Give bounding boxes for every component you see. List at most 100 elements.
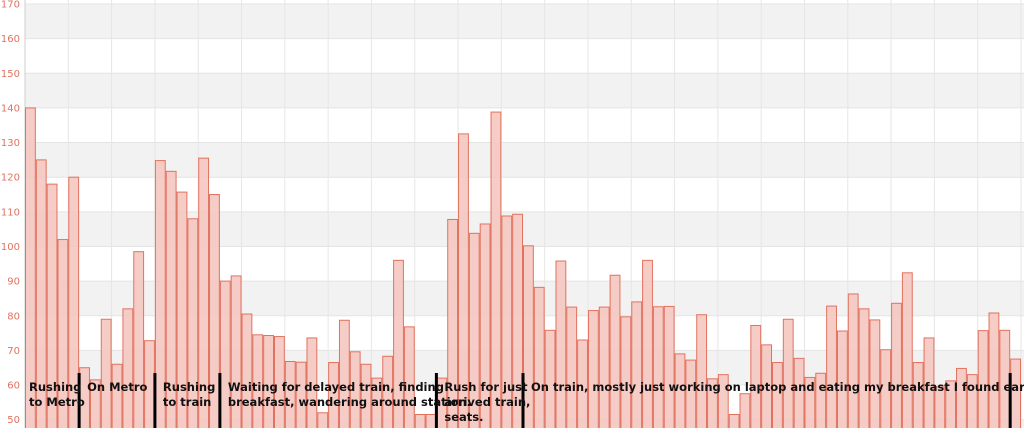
segment-marker xyxy=(434,373,438,428)
bar xyxy=(403,326,415,428)
bar xyxy=(100,318,112,428)
segment-annotation: to train xyxy=(163,395,211,409)
bar xyxy=(25,107,36,428)
bar xyxy=(966,374,978,428)
segment-annotation: On train, mostly just working on laptop … xyxy=(531,380,1024,394)
bar xyxy=(165,170,177,428)
segment-marker xyxy=(1008,373,1012,428)
bar xyxy=(198,157,210,428)
y-tick-label: 160 xyxy=(1,34,20,45)
segment-annotation: breakfast, wandering around station. xyxy=(228,395,471,409)
bar xyxy=(945,380,957,428)
segment-marker xyxy=(218,373,222,428)
bar xyxy=(349,351,361,428)
bar xyxy=(750,324,762,428)
bar xyxy=(631,301,643,428)
bar xyxy=(360,363,372,428)
bar xyxy=(263,335,275,428)
y-tick-label: 170 xyxy=(1,0,20,11)
bar xyxy=(382,355,394,428)
bar xyxy=(187,218,199,428)
bars xyxy=(25,107,1021,428)
bar xyxy=(393,259,404,428)
bar xyxy=(447,218,459,428)
bar xyxy=(154,160,166,428)
bar xyxy=(696,314,708,428)
bar xyxy=(176,191,188,428)
bar xyxy=(501,215,513,428)
bar xyxy=(652,306,664,428)
bar xyxy=(533,286,545,428)
bar xyxy=(642,259,653,428)
grid-band xyxy=(25,142,1024,178)
segment-annotation: Waiting for delayed train, finding xyxy=(228,380,444,394)
grid-band xyxy=(25,73,1024,108)
y-tick-label: 90 xyxy=(7,277,20,288)
segment-marker xyxy=(521,373,525,428)
bar xyxy=(490,111,502,428)
bar xyxy=(761,344,772,428)
y-tick-label: 130 xyxy=(1,138,20,149)
segment-annotation: seats. xyxy=(444,410,483,424)
bar xyxy=(880,349,892,428)
y-tick-label: 120 xyxy=(1,173,20,184)
bar xyxy=(717,374,729,428)
segment-annotation: to Metro xyxy=(29,395,85,409)
y-tick-label: 150 xyxy=(1,69,20,80)
bar xyxy=(241,313,253,428)
bar xyxy=(826,305,837,428)
bar xyxy=(458,133,469,428)
bar xyxy=(219,280,231,428)
bar xyxy=(295,361,307,428)
grid-band xyxy=(25,4,1024,39)
bar xyxy=(46,183,58,428)
segment-annotation: Rushing xyxy=(29,380,81,394)
bar xyxy=(425,413,437,428)
bar xyxy=(772,362,783,428)
bar xyxy=(338,319,350,428)
bar xyxy=(782,318,794,428)
bar xyxy=(923,337,935,428)
bar xyxy=(587,310,599,428)
segment-marker xyxy=(77,373,81,428)
bar xyxy=(566,306,578,428)
segment-markers xyxy=(77,373,1012,428)
bar xyxy=(57,239,69,428)
segment-annotation: On Metro xyxy=(87,380,147,394)
bar xyxy=(306,337,318,428)
segment-annotation: Rush for just xyxy=(444,380,528,394)
bar xyxy=(674,353,686,428)
bar xyxy=(815,372,827,428)
bar xyxy=(544,329,556,428)
y-tick-label: 60 xyxy=(7,381,20,392)
y-tick-label: 100 xyxy=(1,242,20,253)
bar xyxy=(328,362,339,428)
bar xyxy=(468,232,480,428)
bar xyxy=(912,362,924,428)
bar xyxy=(858,308,870,428)
bar xyxy=(274,336,285,428)
bar xyxy=(836,330,848,428)
bar xyxy=(620,316,632,428)
y-tick-label: 50 xyxy=(7,415,20,426)
bar xyxy=(847,293,859,428)
bar xyxy=(68,176,80,428)
bar xyxy=(252,334,264,428)
bar xyxy=(685,359,697,428)
y-axis-ticks: 50 60 70 80 90 100 110 120 130 140 150 160 170 xyxy=(1,0,20,426)
bar xyxy=(577,339,588,428)
bar xyxy=(956,367,967,428)
bar xyxy=(512,213,523,428)
bar xyxy=(793,357,805,428)
segment-annotation: arrived train, xyxy=(444,395,530,409)
bar xyxy=(739,393,751,428)
segment-marker xyxy=(153,373,157,428)
bar xyxy=(230,275,242,428)
bar xyxy=(371,377,383,428)
bar xyxy=(479,223,491,428)
bar xyxy=(988,312,1000,428)
bar xyxy=(414,413,426,428)
bar xyxy=(934,386,946,428)
y-tick-label: 70 xyxy=(7,346,20,357)
